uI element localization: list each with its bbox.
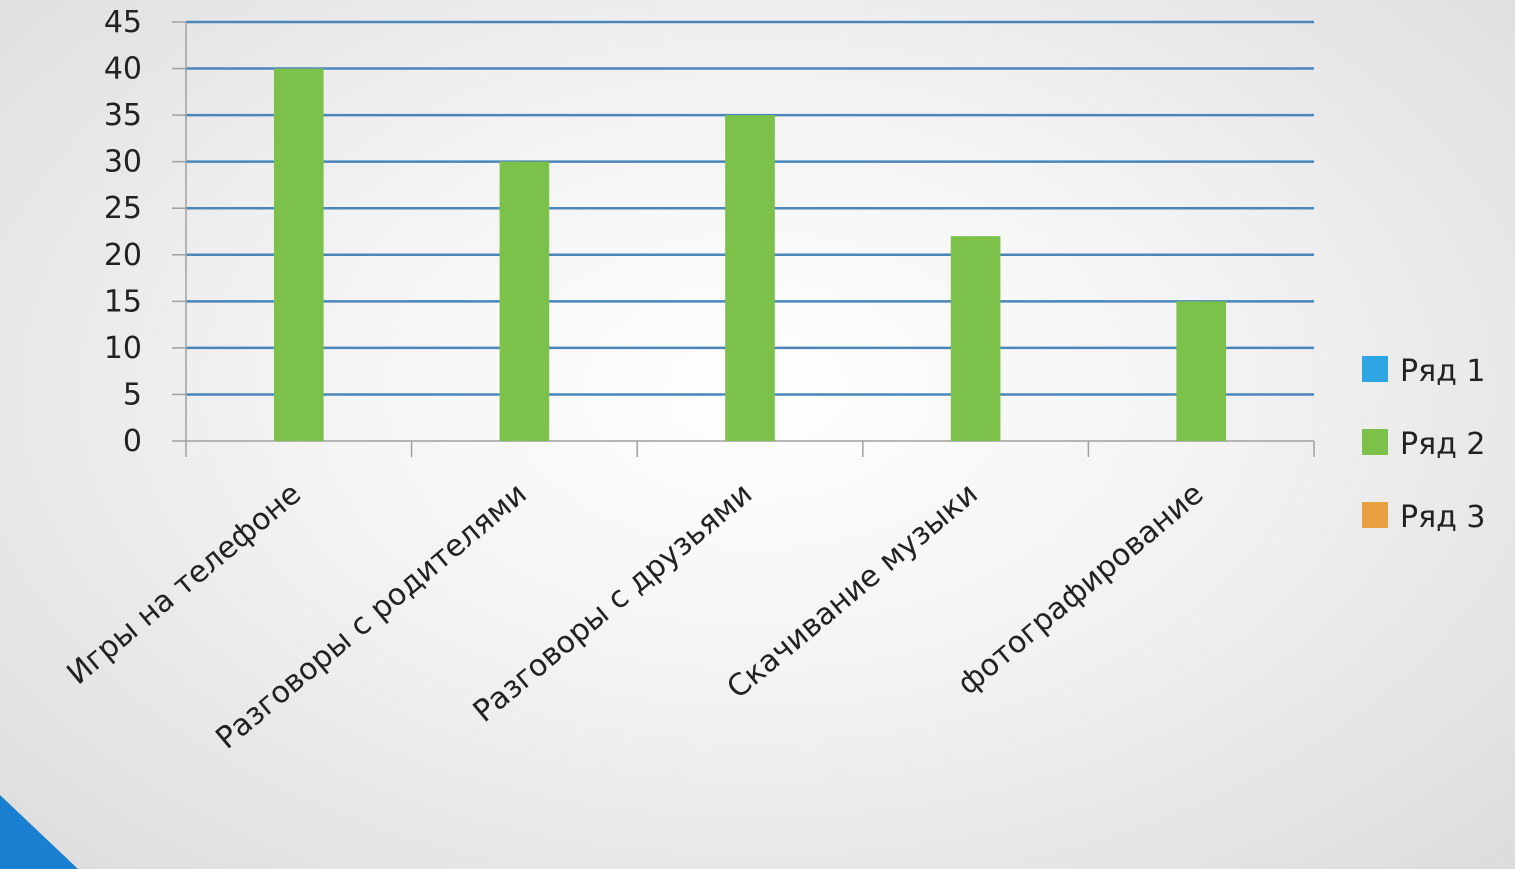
legend-swatch-2 [1362, 429, 1388, 455]
legend-label-1: Ряд 1 [1400, 354, 1486, 389]
x-category-label-5: фотографирование [951, 476, 1210, 702]
y-tick-label-10: 10 [104, 331, 142, 366]
bars [273, 68, 1227, 442]
y-tick-label-25: 25 [104, 191, 142, 226]
y-tick-label-30: 30 [104, 145, 142, 180]
legend: Ряд 1 Ряд 2 Ряд 3 [1362, 354, 1486, 535]
bar-2-4 [950, 236, 1001, 441]
bar-2-1 [273, 68, 324, 442]
legend-label-2: Ряд 2 [1400, 427, 1486, 462]
x-category-label-4: Скачивание музыки [721, 476, 985, 706]
legend-label-3: Ряд 3 [1400, 500, 1486, 535]
legend-swatch-3 [1362, 502, 1388, 528]
x-category-label-1: Игры на телефоне [60, 476, 307, 692]
bar-2-2 [499, 161, 550, 441]
y-tick-label-20: 20 [104, 238, 142, 273]
corner-accent-shape [0, 795, 78, 869]
y-tick-labels: 0 5 10 15 20 25 30 35 40 45 [104, 5, 142, 459]
y-tick-label-45: 45 [104, 5, 142, 40]
y-tick-label-35: 35 [104, 98, 142, 133]
y-tick-label-40: 40 [104, 52, 142, 87]
legend-swatch-1 [1362, 356, 1388, 382]
y-tick-label-5: 5 [123, 377, 142, 412]
y-tick-label-0: 0 [123, 424, 142, 459]
y-tick-label-15: 15 [104, 284, 142, 319]
bar-2-3 [725, 115, 775, 441]
bar-2-5 [1176, 301, 1227, 441]
